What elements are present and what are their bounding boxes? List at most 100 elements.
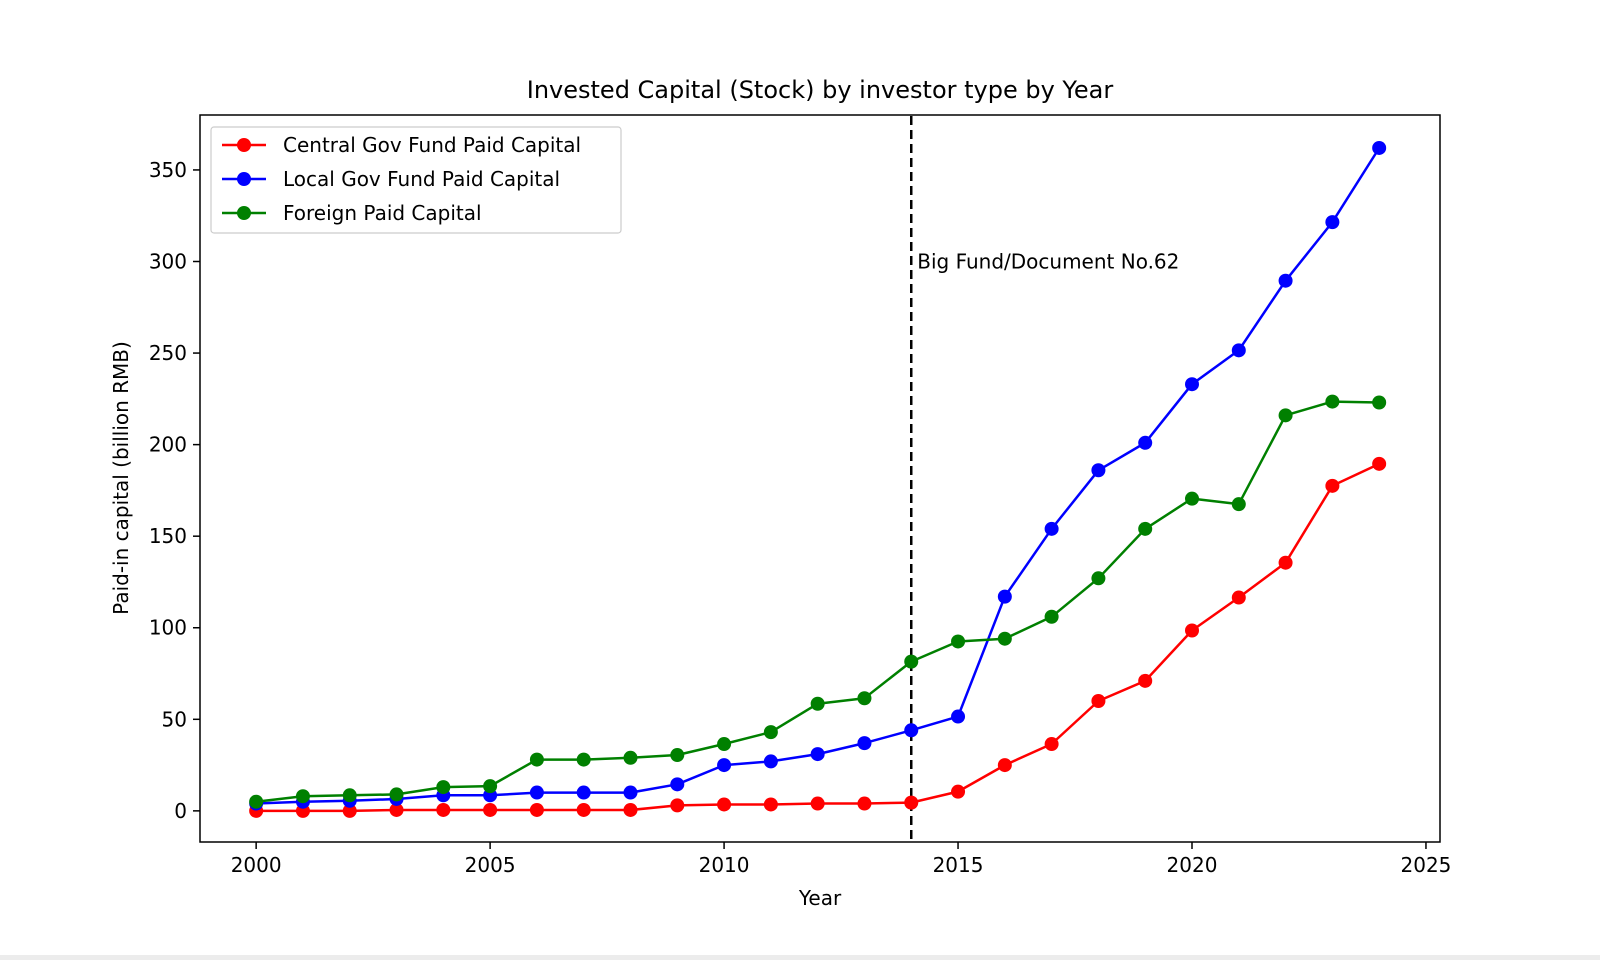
data-point xyxy=(763,725,778,740)
data-point xyxy=(1231,497,1246,512)
data-point xyxy=(810,747,825,762)
data-point xyxy=(1185,623,1199,638)
x-tick-label: 2020 xyxy=(1167,853,1218,877)
data-point xyxy=(249,794,264,809)
data-point xyxy=(576,785,591,800)
data-point xyxy=(1044,609,1059,624)
legend-label: Central Gov Fund Paid Capital xyxy=(283,133,581,157)
data-point xyxy=(810,696,825,711)
data-point xyxy=(951,709,966,724)
data-point xyxy=(529,785,544,800)
data-point xyxy=(951,784,966,799)
data-point xyxy=(1044,737,1059,752)
data-point xyxy=(1091,463,1106,478)
x-tick-label: 2005 xyxy=(465,853,516,877)
data-point xyxy=(389,787,404,802)
data-point xyxy=(389,802,404,817)
series-3 xyxy=(249,394,1387,809)
data-point xyxy=(670,777,685,792)
data-point xyxy=(1091,571,1106,586)
data-point xyxy=(951,634,966,649)
x-tick-label: 2025 xyxy=(1401,853,1452,877)
y-tick-label: 250 xyxy=(149,341,187,365)
data-point xyxy=(623,750,638,765)
axis-ticks: 2000 2005 2010 2015 2020 2025 0 50 100 150 200 250 3… xyxy=(149,158,1452,877)
data-point xyxy=(623,785,638,800)
data-point xyxy=(997,631,1012,646)
data-point xyxy=(763,754,778,769)
legend: Central Gov Fund Paid Capital Local Gov F… xyxy=(210,126,622,234)
data-point xyxy=(1185,377,1199,392)
data-point xyxy=(1091,693,1106,708)
data-point xyxy=(529,802,544,817)
data-point xyxy=(670,798,685,813)
x-tick-label: 2010 xyxy=(699,853,750,877)
data-point xyxy=(1231,343,1246,358)
legend-frame xyxy=(210,126,622,234)
data-point xyxy=(1372,140,1387,155)
data-point xyxy=(763,797,778,812)
data-point xyxy=(810,796,825,811)
data-point xyxy=(623,802,638,817)
data-point xyxy=(1278,273,1293,288)
data-point xyxy=(904,723,919,738)
data-point xyxy=(997,758,1012,773)
data-point xyxy=(436,802,451,817)
data-point xyxy=(1044,521,1059,536)
data-point xyxy=(483,779,498,794)
data-point xyxy=(1138,435,1153,450)
series-1 xyxy=(249,456,1387,818)
y-tick-label: 100 xyxy=(149,616,187,640)
y-tick-label: 200 xyxy=(149,433,187,457)
series-layer xyxy=(249,140,1387,818)
data-point xyxy=(717,737,732,752)
reference-line-label: Big Fund/Document No.62 xyxy=(917,249,1179,273)
chart-title: Invested Capital (Stock) by investor typ… xyxy=(527,76,1114,104)
legend-label: Local Gov Fund Paid Capital xyxy=(283,167,560,191)
legend-marker xyxy=(237,138,251,152)
data-point xyxy=(670,748,685,763)
reference-line-layer: Big Fund/Document No.62 xyxy=(909,116,1179,841)
data-point xyxy=(529,752,544,767)
data-point xyxy=(576,752,591,767)
data-point xyxy=(997,589,1012,604)
data-point xyxy=(295,789,310,804)
data-point xyxy=(342,788,357,803)
data-point xyxy=(904,654,919,669)
data-point xyxy=(717,758,732,773)
x-tick-label: 2015 xyxy=(933,853,984,877)
data-point xyxy=(1185,491,1199,506)
data-point xyxy=(483,802,498,817)
data-point xyxy=(1325,478,1340,493)
data-point xyxy=(1372,395,1387,410)
data-point xyxy=(904,795,919,810)
data-point xyxy=(1278,555,1293,570)
data-point xyxy=(1372,456,1387,471)
data-point xyxy=(1278,408,1293,423)
data-point xyxy=(436,780,451,795)
legend-marker xyxy=(237,172,251,186)
data-point xyxy=(342,803,357,818)
window-bottom-strip xyxy=(0,955,1600,960)
data-point xyxy=(1325,394,1340,409)
y-tick-label: 350 xyxy=(149,158,187,182)
data-point xyxy=(1138,673,1153,688)
data-point xyxy=(1138,521,1153,536)
legend-marker xyxy=(237,206,251,220)
data-point xyxy=(857,736,872,751)
y-tick-label: 0 xyxy=(174,799,187,823)
series-line xyxy=(256,400,1380,803)
data-point xyxy=(857,691,872,706)
legend-label: Foreign Paid Capital xyxy=(283,201,482,225)
data-point xyxy=(717,797,732,812)
y-tick-label: 300 xyxy=(149,249,187,273)
data-point xyxy=(576,802,591,817)
plot-area xyxy=(199,114,1441,843)
x-tick-label: 2000 xyxy=(231,853,282,877)
x-axis-label: Year xyxy=(798,886,842,910)
data-point xyxy=(1325,215,1340,230)
y-axis-label: Paid-in capital (billion RMB) xyxy=(109,341,133,615)
data-point xyxy=(1231,590,1246,605)
y-tick-label: 50 xyxy=(162,707,187,731)
